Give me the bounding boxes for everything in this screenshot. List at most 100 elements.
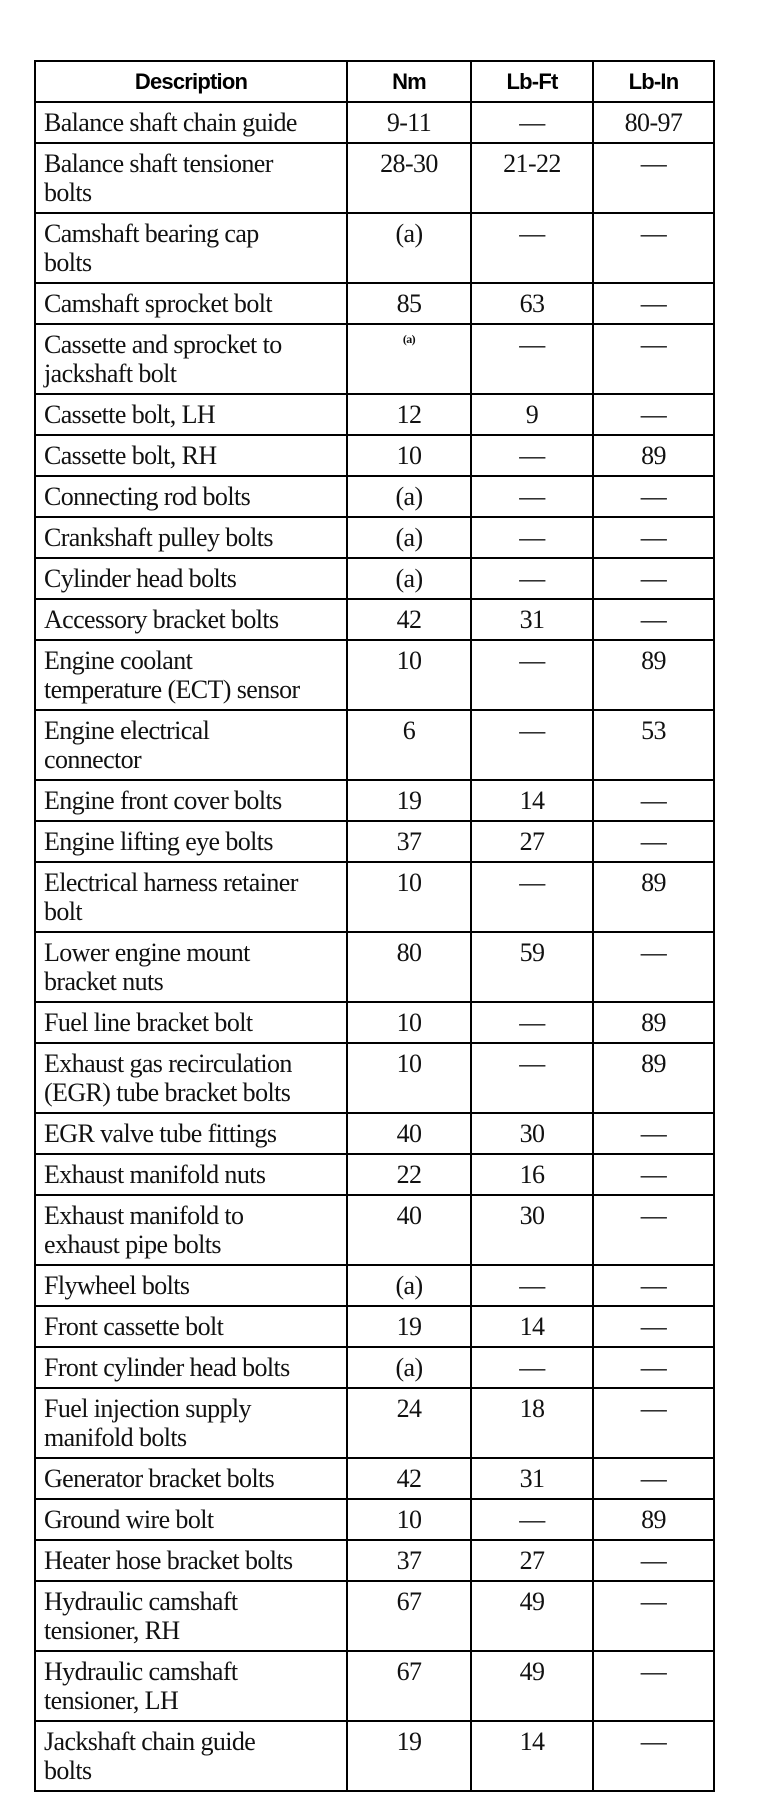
table-row: Fuel injection supply manifold bolts 24 18…: [34, 1387, 715, 1459]
table-row: Engine lifting eye bolts 37 27—: [34, 820, 715, 863]
cell-lb-ft: —: [470, 1498, 594, 1541]
cell-description: Lower engine mount bracket nuts: [34, 931, 348, 1003]
cell-description: Fuel injection supply manifold bolts: [34, 1387, 348, 1459]
cell-lb-in: —: [592, 1457, 715, 1500]
cell-description: Hydraulic camshaft tensioner, RH: [34, 1580, 348, 1652]
table-row: Lower engine mount bracket nuts 80 59—: [34, 931, 715, 1003]
cell-lb-in: —: [592, 931, 715, 1003]
table-row: Jackshaft chain guide bolts 19 14—: [34, 1720, 715, 1792]
cell-lb-ft: —: [470, 101, 594, 144]
cell-nm: 12: [346, 393, 472, 436]
table-row: Generator bracket bolts 42 31—: [34, 1457, 715, 1500]
cell-lb-in: —: [592, 516, 715, 559]
cell-lb-in: —: [592, 1346, 715, 1389]
cell-description: Accessory bracket bolts: [34, 598, 348, 641]
cell-nm: 6: [346, 709, 472, 781]
cell-description: Exhaust gas recirculation (EGR) tube bra…: [34, 1042, 348, 1114]
table-row: EGR valve tube fittings 40 30—: [34, 1112, 715, 1155]
cell-lb-ft: 30: [470, 1194, 594, 1266]
cell-nm: (a): [346, 516, 472, 559]
cell-nm: 85: [346, 282, 472, 325]
cell-description: Camshaft bearing cap bolts: [34, 212, 348, 284]
cell-lb-in: —: [592, 142, 715, 214]
table-row: Fuel line bracket bolt 10—89: [34, 1001, 715, 1044]
cell-lb-in: —: [592, 1112, 715, 1155]
cell-nm: 10: [346, 1498, 472, 1541]
cell-nm: 67: [346, 1650, 472, 1722]
cell-lb-in: —: [592, 1264, 715, 1307]
cell-lb-ft: 21-22: [470, 142, 594, 214]
table-row: Cassette bolt, RH 10—89: [34, 434, 715, 477]
cell-description: Cassette bolt, LH: [34, 393, 348, 436]
table-row: Cassette bolt, LH 12 9—: [34, 393, 715, 436]
cell-nm: 37: [346, 1539, 472, 1582]
cell-description: Flywheel bolts: [34, 1264, 348, 1307]
cell-lb-ft: 63: [470, 282, 594, 325]
table-row: Exhaust manifold to exhaust pipe bolts 40…: [34, 1194, 715, 1266]
cell-nm: 19: [346, 779, 472, 822]
cell-lb-in: —: [592, 1153, 715, 1196]
cell-lb-ft: —: [470, 1346, 594, 1389]
cell-description: Crankshaft pulley bolts: [34, 516, 348, 559]
table-row: Camshaft bearing cap bolts (a) — —: [34, 212, 715, 284]
cell-lb-in: 89: [592, 1001, 715, 1044]
cell-lb-in: 89: [592, 861, 715, 933]
cell-description: Balance shaft tensioner bolts: [34, 142, 348, 214]
cell-lb-in: —: [592, 393, 715, 436]
cell-nm: (a): [346, 323, 472, 395]
table-row: Camshaft sprocket bolt 85 63—: [34, 282, 715, 325]
cell-nm: 19: [346, 1305, 472, 1348]
cell-description: Exhaust manifold nuts: [34, 1153, 348, 1196]
cell-lb-in: —: [592, 557, 715, 600]
cell-description: Hydraulic camshaft tensioner, LH: [34, 1650, 348, 1722]
cell-description: Connecting rod bolts: [34, 475, 348, 518]
cell-lb-ft: —: [470, 861, 594, 933]
cell-description: Front cassette bolt: [34, 1305, 348, 1348]
cell-nm: 24: [346, 1387, 472, 1459]
cell-nm: 37: [346, 820, 472, 863]
cell-nm: 22: [346, 1153, 472, 1196]
cell-lb-ft: 31: [470, 1457, 594, 1500]
table-row: Flywheel bolts (a) — —: [34, 1264, 715, 1307]
cell-lb-in: —: [592, 779, 715, 822]
table-row: Engine coolant temperature (ECT) sensor 1…: [34, 639, 715, 711]
cell-description: Engine front cover bolts: [34, 779, 348, 822]
cell-lb-in: —: [592, 598, 715, 641]
header-lb-in: Lb-In: [592, 60, 715, 103]
cell-description: Heater hose bracket bolts: [34, 1539, 348, 1582]
cell-lb-ft: 30: [470, 1112, 594, 1155]
cell-lb-ft: —: [470, 323, 594, 395]
cell-description: Electrical harness retainer bolt: [34, 861, 348, 933]
cell-nm: 80: [346, 931, 472, 1003]
table-row: Heater hose bracket bolts 37 27—: [34, 1539, 715, 1582]
cell-lb-ft: 16: [470, 1153, 594, 1196]
cell-lb-in: —: [592, 1387, 715, 1459]
cell-nm: 10: [346, 639, 472, 711]
cell-lb-in: —: [592, 820, 715, 863]
cell-lb-ft: —: [470, 212, 594, 284]
footnote-marker: (a): [402, 332, 416, 346]
cell-description: Cassette and sprocket to jackshaft bolt: [34, 323, 348, 395]
cell-lb-ft: 59: [470, 931, 594, 1003]
cell-lb-ft: —: [470, 557, 594, 600]
cell-description: Engine lifting eye bolts: [34, 820, 348, 863]
cell-lb-ft: —: [470, 434, 594, 477]
cell-lb-ft: 18: [470, 1387, 594, 1459]
cell-lb-in: 89: [592, 434, 715, 477]
cell-description: Front cylinder head bolts: [34, 1346, 348, 1389]
cell-lb-ft: 9: [470, 393, 594, 436]
cell-lb-ft: 14: [470, 779, 594, 822]
cell-lb-ft: 14: [470, 1720, 594, 1792]
table-row: Electrical harness retainer bolt 10—89: [34, 861, 715, 933]
cell-nm: (a): [346, 1264, 472, 1307]
cell-lb-in: 89: [592, 1042, 715, 1114]
cell-description: Ground wire bolt: [34, 1498, 348, 1541]
cell-description: Engine electrical connector: [34, 709, 348, 781]
cell-nm: 10: [346, 861, 472, 933]
cell-nm: (a): [346, 557, 472, 600]
cell-lb-in: —: [592, 282, 715, 325]
cell-lb-in: 89: [592, 1498, 715, 1541]
table-row: Front cylinder head bolts (a) — —: [34, 1346, 715, 1389]
table-row: Ground wire bolt 10—89: [34, 1498, 715, 1541]
cell-lb-ft: 27: [470, 820, 594, 863]
